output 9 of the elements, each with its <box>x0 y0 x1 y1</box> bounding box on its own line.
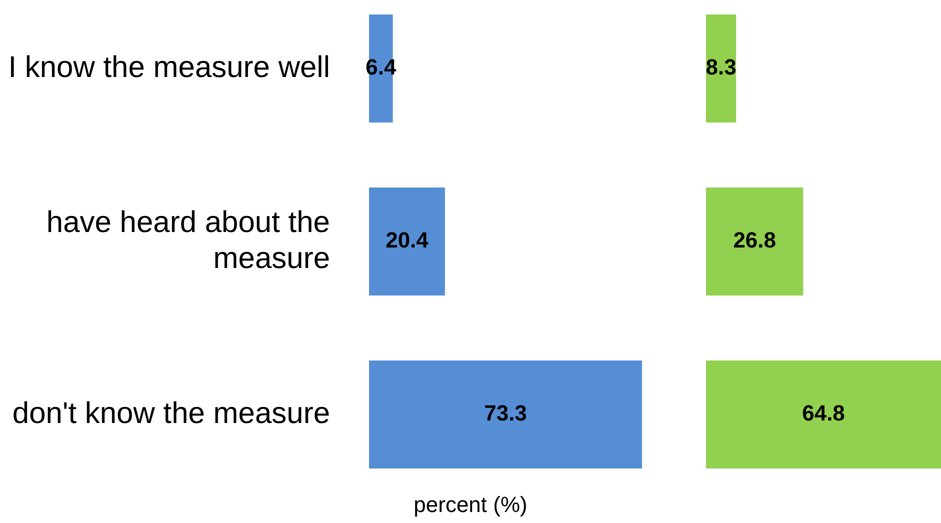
data-label: 73.3 <box>484 400 527 426</box>
data-label: 26.8 <box>733 228 776 253</box>
data-label: 8.3 <box>706 54 736 80</box>
data-label: 64.8 <box>802 400 845 426</box>
y-tick-label: I know the measure well <box>8 50 330 84</box>
data-label: 20.4 <box>386 228 430 253</box>
y-tick-label: don't know the measure <box>12 396 330 430</box>
y-tick-label: have heard about the measure <box>46 206 330 275</box>
x-axis-title: percent (%) <box>412 492 528 518</box>
